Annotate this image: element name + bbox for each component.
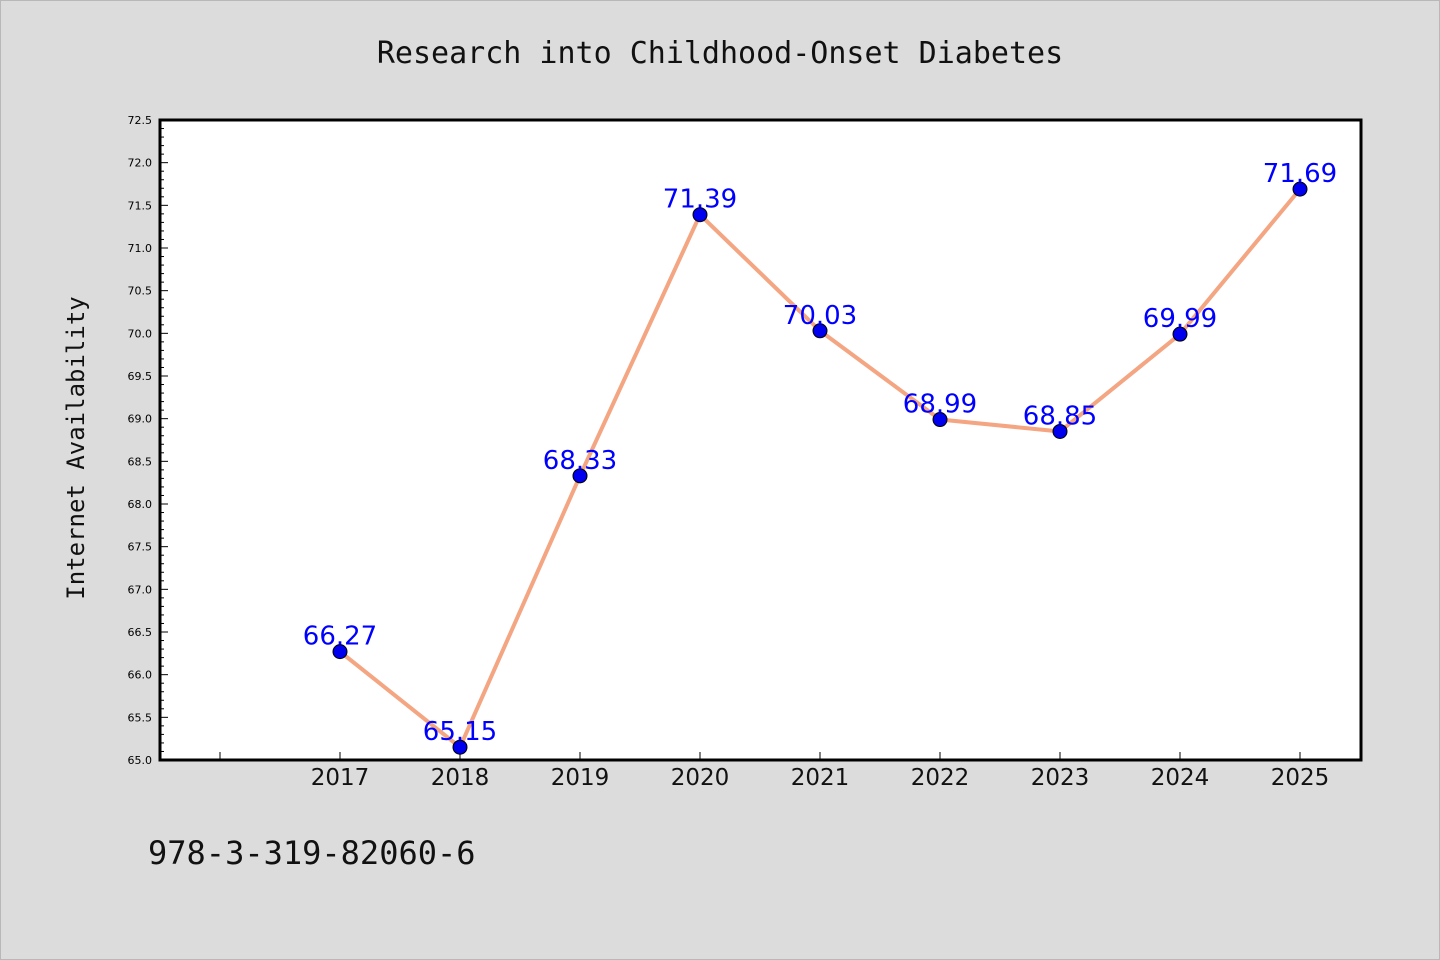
- data-label: 68.85: [1023, 401, 1097, 431]
- y-tick-label: 71.5: [128, 199, 153, 212]
- y-tick-label: 72.5: [128, 114, 153, 127]
- isbn-text: 978-3-319-82060-6: [148, 834, 476, 872]
- data-label: 69.99: [1143, 304, 1217, 334]
- y-tick-label: 70.0: [128, 327, 153, 340]
- y-axis-label: Internet Availability: [62, 296, 90, 599]
- x-tick-label: 2021: [791, 765, 850, 791]
- plot-area: [158, 118, 1363, 762]
- x-tick-label: 2017: [311, 765, 370, 791]
- data-point-marker: [1172, 326, 1188, 342]
- data-point-marker: [932, 412, 948, 428]
- x-tick-label: 2018: [431, 765, 490, 791]
- series-layer: [332, 181, 1308, 755]
- data-label: 65.15: [423, 717, 497, 747]
- y-tick-label: 67.5: [128, 541, 153, 554]
- data-label: 70.03: [783, 301, 857, 331]
- data-labels-layer: 66.27 65.15 68.33 71.39 70.03 68.99 68.85 69.99…: [303, 159, 1337, 747]
- data-point-marker: [1292, 181, 1308, 197]
- x-tick-label: 2022: [911, 765, 970, 791]
- y-tick-label: 70.5: [128, 285, 153, 298]
- y-tick-label: 66.5: [128, 626, 153, 639]
- y-tick-label: 69.5: [128, 370, 153, 383]
- y-tick-label: 71.0: [128, 242, 153, 255]
- data-label: 66.27: [303, 622, 377, 652]
- x-tick-label: 2019: [551, 765, 610, 791]
- y-tick-label: 72.0: [128, 157, 153, 170]
- y-tick-label: 69.0: [128, 413, 153, 426]
- chart-title: Research into Childhood-Onset Diabetes: [377, 36, 1063, 71]
- data-point-marker: [1052, 423, 1068, 439]
- data-point-marker: [692, 207, 708, 223]
- data-label: 71.69: [1263, 159, 1337, 189]
- data-point-marker: [572, 468, 588, 484]
- x-tick-label: 2023: [1031, 765, 1090, 791]
- y-tick-label: 66.0: [128, 669, 153, 682]
- y-tick-label: 67.0: [128, 583, 153, 596]
- data-point-marker: [332, 644, 348, 660]
- y-tick-label: 65.0: [128, 754, 153, 767]
- data-point-marker: [812, 323, 828, 339]
- data-label: 71.39: [663, 185, 737, 215]
- x-tick-label: 2025: [1271, 765, 1330, 791]
- x-axis: 2017 2018 2019 2020 2021 2022 2023 2024 2025: [219, 752, 1330, 791]
- y-axis: 65.0 65.5 66.0 66.5 67.0 67.5 68.0 68.5 69.0 69.5…: [128, 114, 168, 767]
- data-label: 68.99: [903, 390, 977, 420]
- data-label: 68.33: [543, 446, 617, 476]
- x-tick-label: 2020: [671, 765, 730, 791]
- data-point-marker: [452, 739, 468, 755]
- x-tick-label: 2024: [1151, 765, 1210, 791]
- y-tick-label: 65.5: [128, 711, 153, 724]
- y-tick-label: 68.0: [128, 498, 153, 511]
- y-tick-label: 68.5: [128, 455, 153, 468]
